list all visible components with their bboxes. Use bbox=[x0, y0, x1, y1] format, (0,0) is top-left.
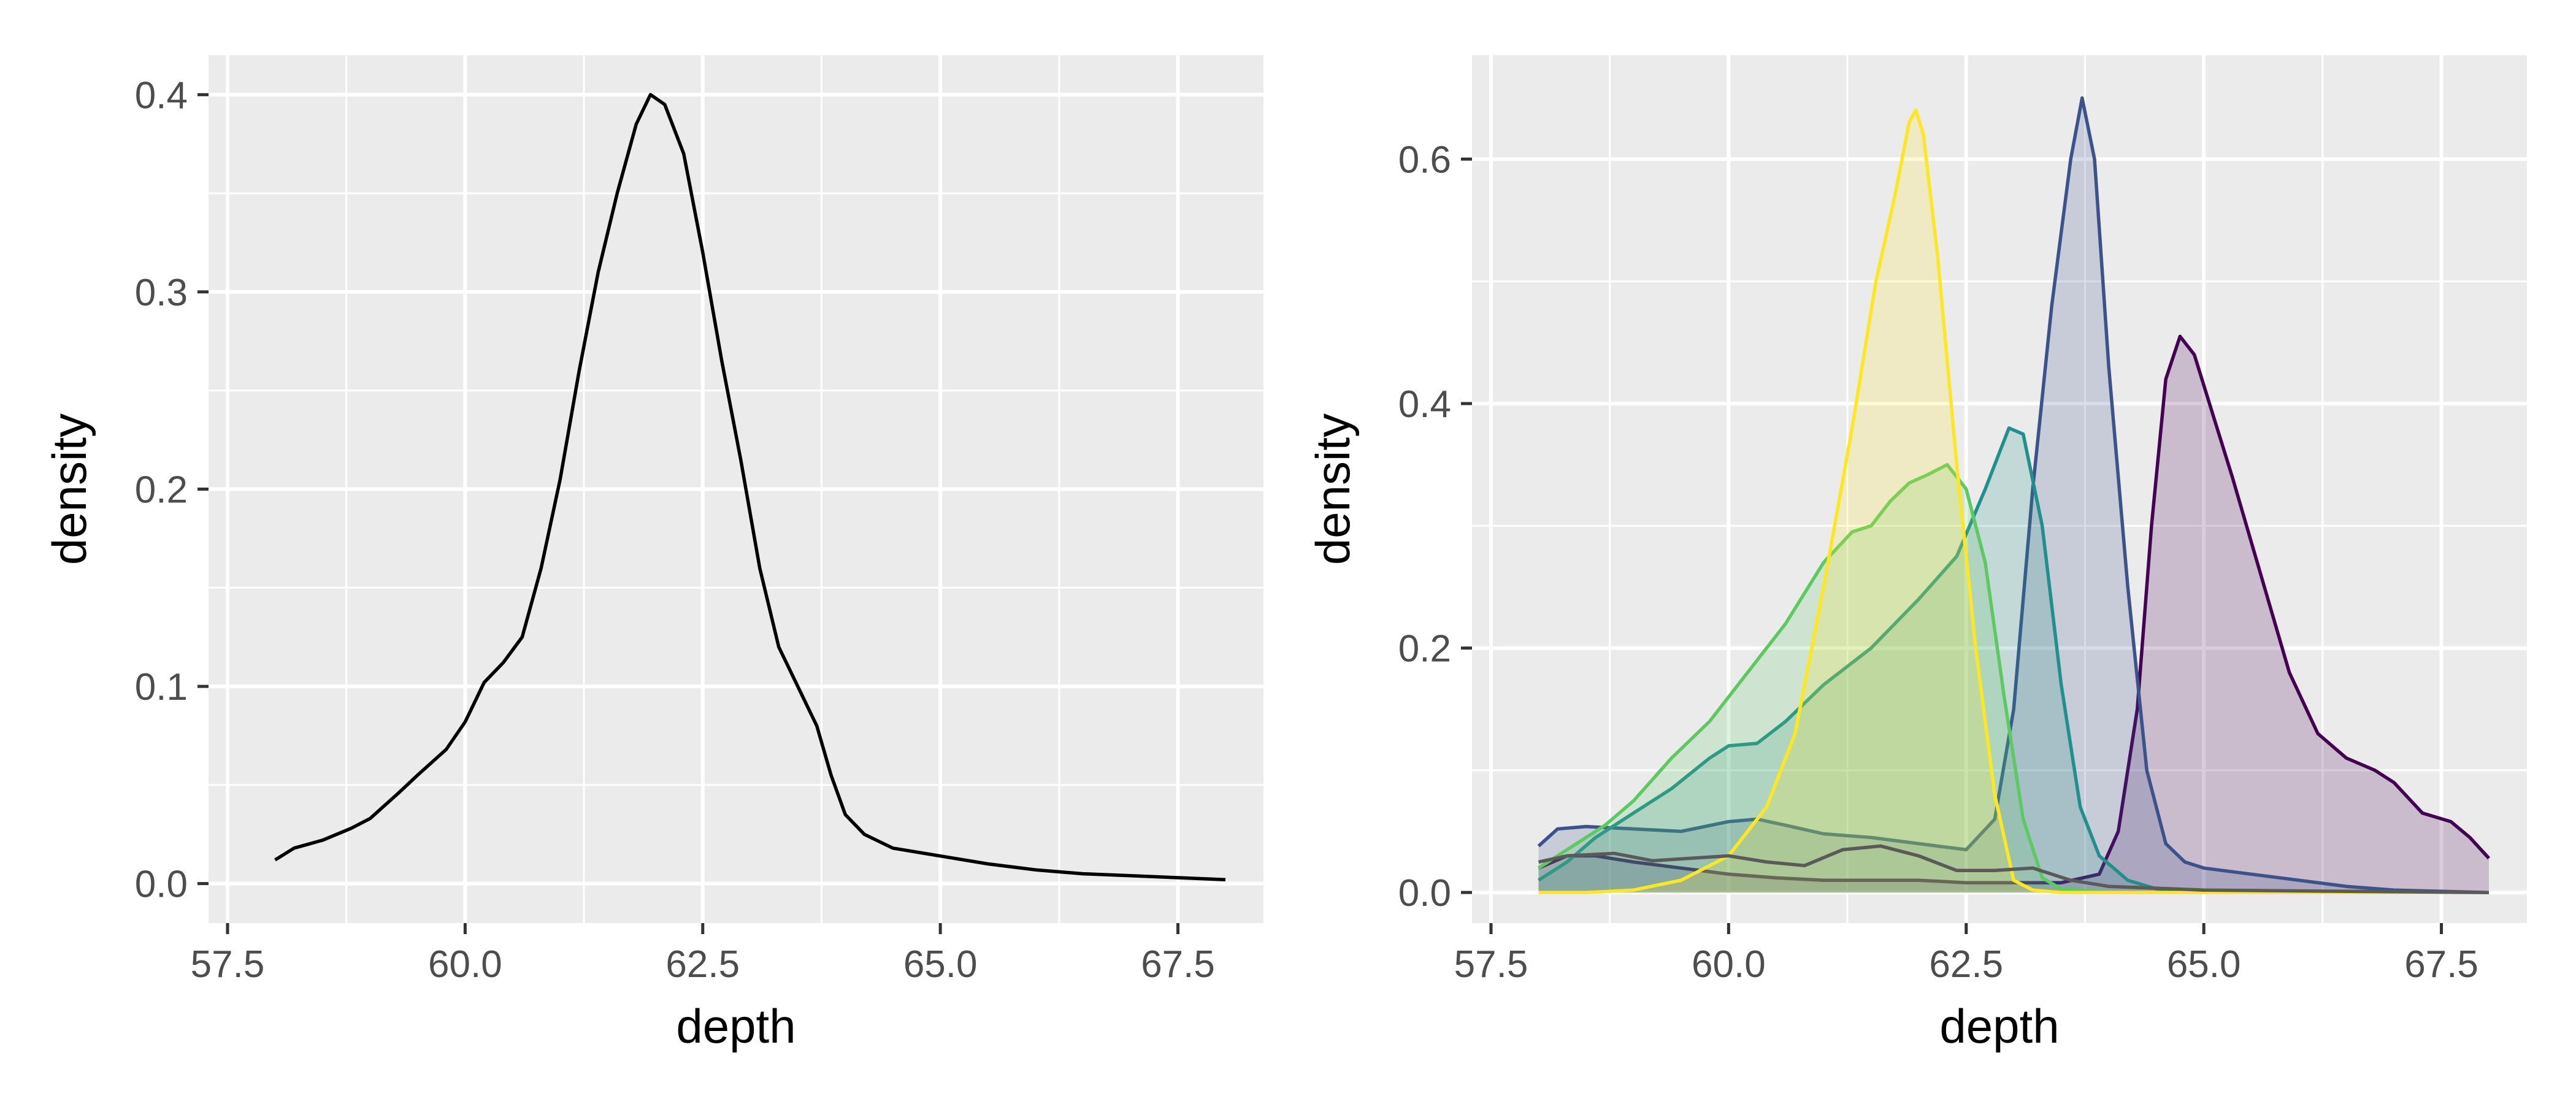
y-tick-label: 0.3 bbox=[135, 272, 188, 314]
x-tick-label: 65.0 bbox=[2167, 943, 2241, 986]
density-area-fill bbox=[1538, 336, 2489, 893]
x-tick-label: 67.5 bbox=[2404, 943, 2478, 986]
density-line bbox=[1537, 96, 2490, 894]
y-tick-label: 0.2 bbox=[135, 469, 188, 512]
x-tick-label: 62.5 bbox=[1929, 943, 2003, 986]
y-axis-title: density bbox=[1306, 413, 1360, 565]
x-tick-label: 60.0 bbox=[1692, 943, 1766, 986]
y-axis-title: density bbox=[42, 413, 96, 565]
y-tick-label: 0.1 bbox=[135, 666, 188, 708]
x-tick-label: 65.0 bbox=[903, 943, 978, 986]
y-tick-label: 0.2 bbox=[1398, 628, 1451, 670]
right-density-chart: 57.5 60.0 62.5 65.0 67.5 0.0 0.2 0.4 0.6 depth den… bbox=[1306, 55, 2527, 1053]
density-line bbox=[1538, 462, 2489, 894]
y-tick-label: 0.4 bbox=[135, 74, 188, 117]
y-tick-label: 0.0 bbox=[1398, 872, 1451, 914]
density-line bbox=[274, 93, 1226, 882]
density-area-fill bbox=[1538, 427, 2489, 893]
density-line bbox=[1538, 844, 2490, 894]
y-tick-label: 0.4 bbox=[1398, 383, 1451, 426]
x-tick-label: 60.0 bbox=[428, 943, 502, 986]
density-line bbox=[1538, 108, 2489, 894]
x-tick-label: 57.5 bbox=[1454, 943, 1528, 986]
density-area-fill bbox=[1538, 98, 2489, 893]
plot-panel-background bbox=[1472, 55, 2527, 923]
x-axis-title: depth bbox=[676, 999, 795, 1053]
density-line bbox=[1538, 426, 2489, 894]
x-tick-label: 57.5 bbox=[191, 943, 265, 986]
y-tick-label: 0.0 bbox=[135, 864, 188, 906]
x-tick-label: 67.5 bbox=[1141, 943, 1215, 986]
density-line bbox=[1538, 334, 2491, 884]
x-axis-title: depth bbox=[1939, 999, 2059, 1053]
left-density-chart: 57.5 60.0 62.5 65.0 67.5 0.0 0.1 0.2 0.3 0.4 depth… bbox=[42, 55, 1263, 1053]
y-tick-label: 0.6 bbox=[1398, 139, 1451, 181]
x-tick-label: 62.5 bbox=[665, 943, 740, 986]
